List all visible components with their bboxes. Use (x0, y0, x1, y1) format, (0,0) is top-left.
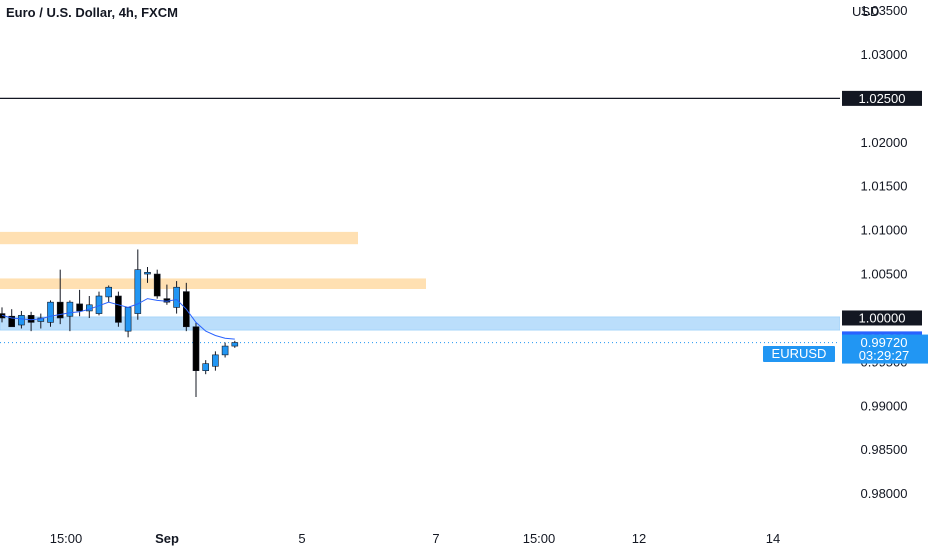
price-tick-label: 0.99000 (861, 398, 908, 413)
chart-title: Euro / U.S. Dollar, 4h, FXCM (6, 5, 178, 20)
candle-body (18, 315, 25, 326)
last-price-tag: 0.99720 03:29:27 (842, 334, 928, 364)
candle-body (212, 354, 219, 367)
last-price-text: 0.99720 (861, 335, 908, 350)
moving-average-line (1, 298, 235, 340)
candle-body (47, 301, 54, 323)
candle-body (192, 326, 200, 371)
zone-price-tag: 1.00000 (842, 310, 922, 326)
currency-label: USD (852, 4, 880, 19)
hline-price-text: 1.02500 (859, 91, 906, 106)
candle-body (173, 286, 180, 308)
zone-price-text: 1.00000 (859, 310, 906, 325)
price-axis[interactable]: 1.03500 1.03000 1.02500 1.02000 1.01500 1.010… (840, 0, 932, 520)
candle-body (153, 273, 161, 297)
candle-body (105, 286, 112, 298)
price-plot[interactable] (0, 0, 840, 520)
price-tick-label: 1.02000 (861, 135, 908, 150)
candle-body (134, 269, 142, 314)
supply-zone-upper[interactable] (0, 231, 358, 245)
candle-body (8, 315, 15, 328)
candle-body (221, 345, 229, 356)
symbol-text: EURUSD (772, 346, 827, 361)
candle-body (76, 303, 83, 312)
time-tick-label: Sep (155, 531, 179, 546)
candle-body (56, 301, 64, 319)
candle-body (231, 342, 239, 347)
symbol-tag[interactable]: EURUSD (763, 346, 835, 362)
hline-price-tag: 1.02500 (842, 90, 922, 106)
time-tick-label: 5 (298, 531, 305, 546)
candle-body (27, 315, 35, 323)
time-tick-label: 7 (432, 531, 439, 546)
candle-body (66, 301, 74, 317)
time-tick-label: 15:00 (50, 531, 83, 546)
candle-body (124, 307, 132, 332)
supply-zone-lower[interactable] (0, 278, 426, 289)
price-tick-label: 0.98000 (861, 486, 908, 501)
price-tick-label: 1.03500 (861, 3, 908, 18)
time-tick-label: 12 (632, 531, 646, 546)
candle-body (115, 295, 122, 323)
time-tick-label: 14 (766, 531, 780, 546)
demand-zone[interactable] (0, 316, 840, 331)
candle-body (202, 363, 209, 371)
candle-body (144, 271, 151, 275)
time-axis[interactable]: 15:00 Sep 5 7 15:00 12 14 (0, 520, 932, 550)
time-tick-label: 15:00 (523, 531, 556, 546)
price-tick-label: 1.01000 (861, 223, 908, 238)
candle-body (37, 317, 45, 322)
price-tick-label: 0.98500 (861, 442, 908, 457)
price-tick-label: 1.03000 (861, 47, 908, 62)
price-tick-label: 1.00500 (861, 267, 908, 282)
price-tick-label: 1.01500 (861, 179, 908, 194)
countdown-text: 03:29:27 (859, 348, 910, 363)
